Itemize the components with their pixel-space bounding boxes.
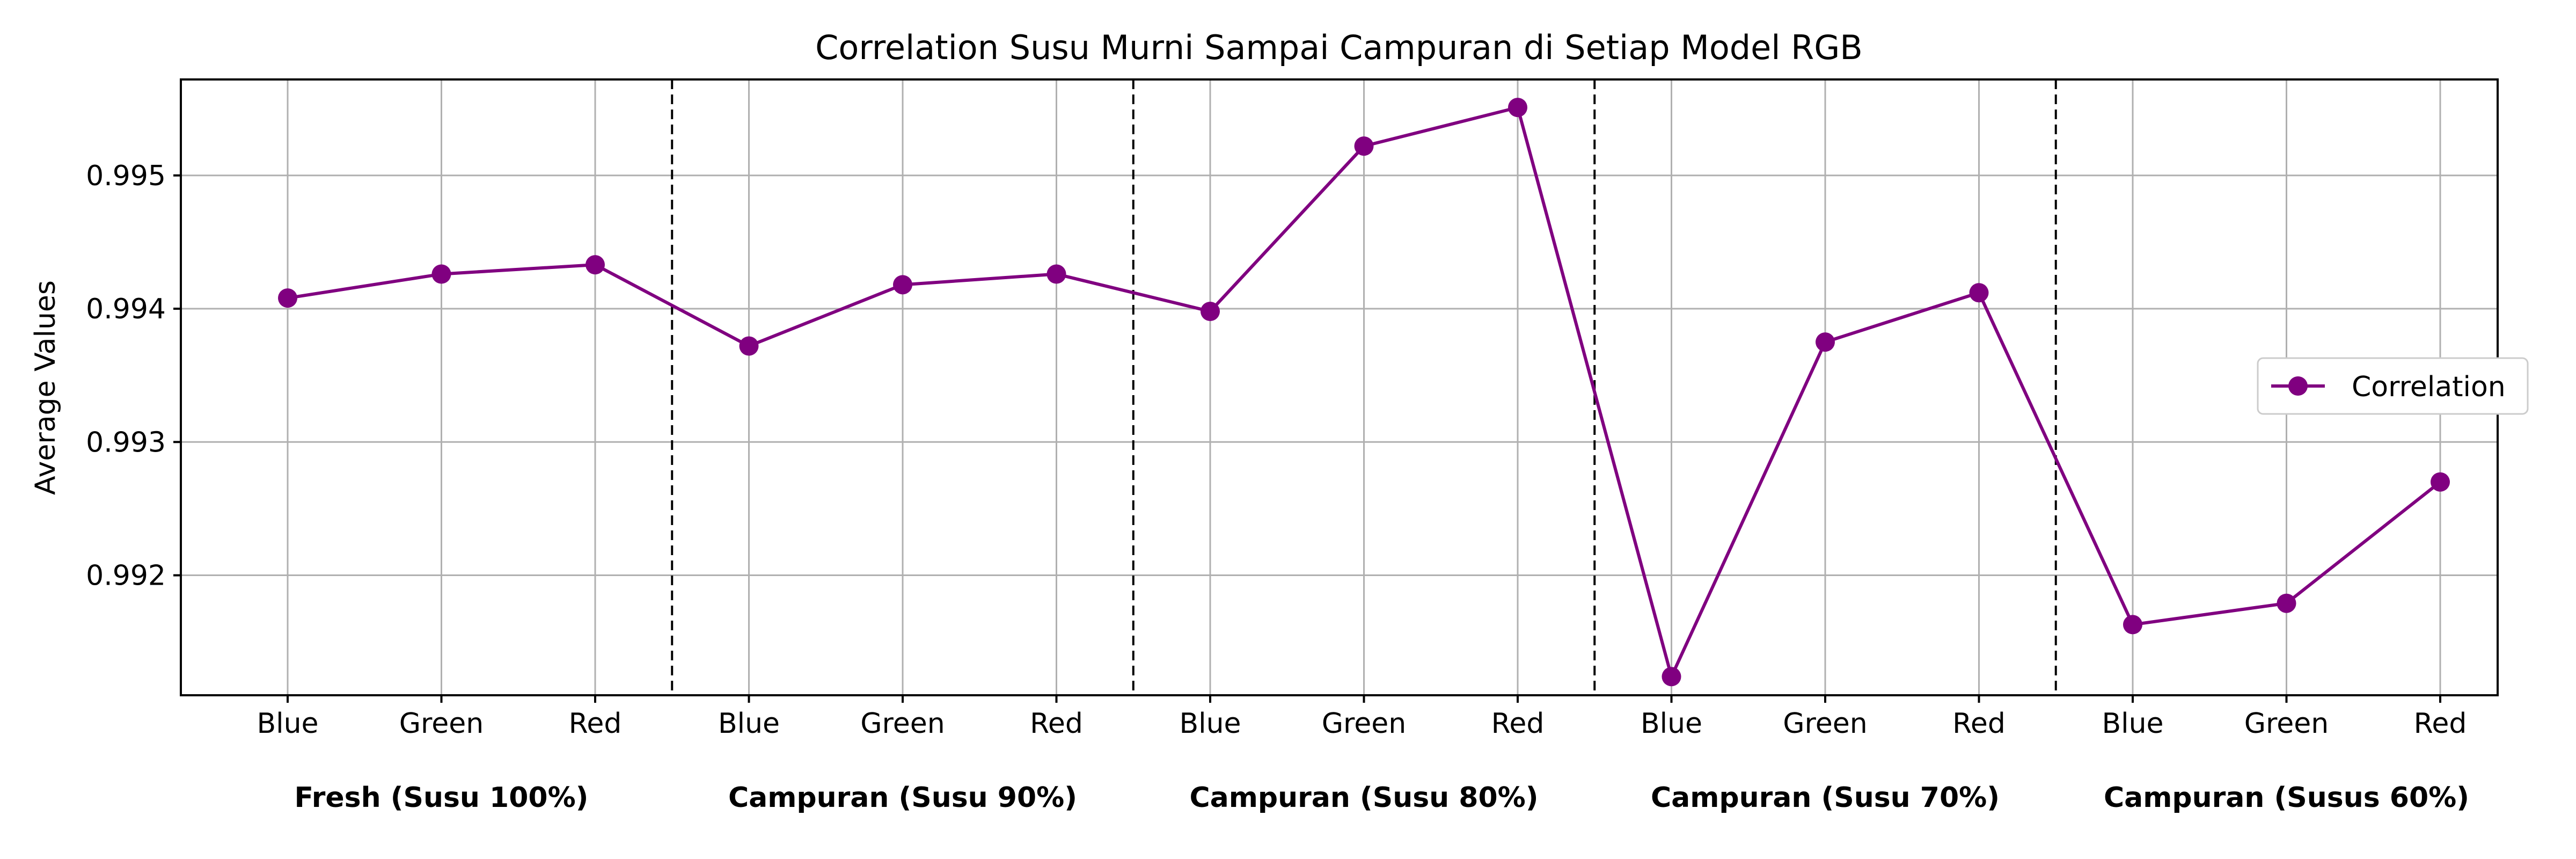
data-point xyxy=(2431,472,2450,492)
group-label: Fresh (Susu 100%) xyxy=(295,782,589,814)
legend-entry-correlation: Correlation xyxy=(2352,371,2506,403)
x-tick-label-blue: Blue xyxy=(257,708,318,740)
group-label: Campuran (Susu 80%) xyxy=(1189,782,1538,814)
x-tick-label-red: Red xyxy=(569,708,622,740)
data-point xyxy=(1508,98,1527,118)
x-tick-label-red: Red xyxy=(1030,708,1083,740)
data-point xyxy=(586,255,605,275)
x-axis-ticks: Blue Green Red Blue Green Red Blue Green Red Blue… xyxy=(257,695,2467,740)
x-tick-label-green: Green xyxy=(2244,708,2329,740)
data-point xyxy=(278,288,297,308)
group-label: Campuran (Susu 90%) xyxy=(728,782,1077,814)
data-point xyxy=(431,264,451,284)
x-tick-label-green: Green xyxy=(399,708,484,740)
x-tick-label-red: Red xyxy=(1491,708,1545,740)
y-axis-ticks: 0.992 0.993 0.994 0.995 xyxy=(86,160,181,592)
data-point xyxy=(2277,593,2296,613)
series-layer xyxy=(278,98,2450,687)
x-tick-label-green: Green xyxy=(1322,708,1406,740)
x-tick-label-blue: Blue xyxy=(1179,708,1241,740)
y-tick-label: 0.994 xyxy=(86,293,166,325)
y-tick-label: 0.995 xyxy=(86,160,166,192)
y-tick-label: 0.992 xyxy=(86,560,166,592)
group-labels: Fresh (Susu 100%) Campuran (Susu 90%) Camp… xyxy=(295,782,2469,814)
legend-point-marker xyxy=(2288,376,2308,396)
data-point xyxy=(1969,283,1989,303)
legend-box xyxy=(2257,357,2529,415)
data-point xyxy=(1816,332,1835,352)
data-point xyxy=(1354,136,1374,156)
x-tick-label-green: Green xyxy=(860,708,945,740)
x-tick-label-blue: Blue xyxy=(2102,708,2163,740)
group-label: Campuran (Susu 70%) xyxy=(1651,782,2000,814)
data-point xyxy=(1201,301,1220,321)
x-tick-label-green: Green xyxy=(1783,708,1867,740)
chart-title: Correlation Susu Murni Sampai Campuran d… xyxy=(815,28,1863,67)
y-axis-label: Average Values xyxy=(30,280,62,495)
y-tick-label: 0.993 xyxy=(86,426,166,458)
x-tick-label-red: Red xyxy=(2414,708,2467,740)
x-tick-label-red: Red xyxy=(1952,708,2006,740)
data-point xyxy=(1662,667,1681,687)
data-point xyxy=(2123,615,2142,635)
data-point xyxy=(739,336,759,356)
data-point xyxy=(1046,264,1066,284)
x-tick-label-blue: Blue xyxy=(1641,708,1702,740)
group-label: Campuran (Susus 60%) xyxy=(2104,782,2469,814)
x-tick-label-blue: Blue xyxy=(718,708,780,740)
data-point xyxy=(893,275,912,295)
legend: Correlation xyxy=(2257,357,2529,415)
